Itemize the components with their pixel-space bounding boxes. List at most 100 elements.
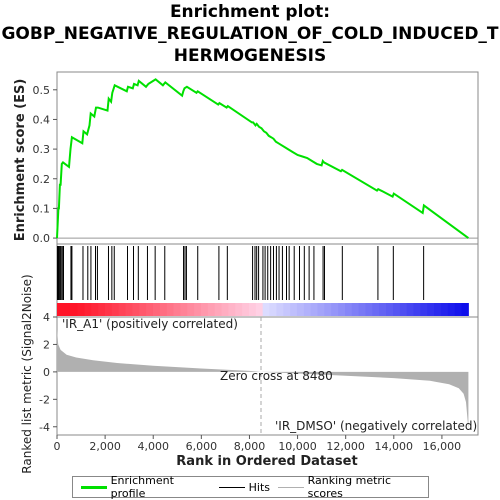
metric-axis: -4 -2 0 2 4 (39, 311, 57, 434)
color-bar-segment (447, 303, 456, 316)
metric-tick-label: 2 (43, 338, 50, 351)
color-bar-segment (221, 303, 229, 316)
legend-hits-swatch (218, 486, 245, 488)
color-bar-segment (207, 303, 216, 316)
color-bar-segment (379, 303, 387, 316)
hits-strip (56, 246, 425, 300)
x-tick-label: 8,000 (234, 440, 266, 453)
color-bar-segment (296, 303, 305, 316)
color-bar-segment (365, 303, 373, 316)
color-bar-segment (132, 303, 140, 316)
metric-tick-label: -2 (39, 393, 50, 406)
es-tick-label: 0.2 (33, 173, 51, 186)
color-bar-segment (235, 303, 243, 316)
color-bar-segment (63, 303, 72, 316)
es-tick-label: 0.4 (33, 113, 51, 126)
color-bar-segment (338, 303, 346, 316)
color-bar-segment (111, 303, 120, 316)
color-bar-segment (125, 303, 133, 316)
es-tick-label: 0.0 (33, 232, 51, 245)
x-tick-label: 12,000 (326, 440, 365, 453)
zero-cross-label: Zero cross at 8480 (220, 369, 333, 383)
color-bar-segment (317, 303, 325, 316)
color-bar-segment (262, 303, 271, 316)
color-bar-segment (146, 303, 154, 316)
color-bar-segment (70, 303, 79, 316)
color-bar-segment (91, 303, 99, 316)
es-panel-frame (56, 71, 479, 245)
color-bar-segment (434, 303, 442, 316)
legend-hits: Hits (218, 480, 270, 494)
color-bar-segment (420, 303, 428, 316)
x-axis: 0 2,000 4,000 6,000 8,000 10,000 12,000 14,000 1… (54, 435, 462, 453)
color-bar-segment (57, 303, 65, 316)
color-bar-segment (290, 303, 298, 316)
x-tick-label: 4,000 (137, 440, 169, 453)
legend-enrichment: Enrichment profile (81, 474, 211, 500)
legend: Enrichment profile Hits Ranking metric s… (72, 474, 429, 500)
x-tick-label: 16,000 (423, 440, 462, 453)
color-bar-segment (180, 303, 188, 316)
metric-tick-label: 0 (43, 366, 50, 379)
es-y-axis-label: Enrichment score (ES) (13, 79, 28, 242)
legend-metric-swatch (278, 486, 304, 488)
x-axis-label: Rank in Ordered Dataset (176, 454, 357, 469)
color-bar-segment (152, 303, 161, 316)
color-bar-segment (386, 303, 394, 316)
rank-color-bar (57, 303, 469, 316)
legend-enrichment-swatch (81, 485, 107, 489)
x-tick-label: 10,000 (278, 440, 317, 453)
chart-title-line-1: Enrichment plot: (169, 2, 331, 22)
metric-y-axis-label: Ranked list metric (Signal2Noise) (20, 274, 34, 473)
color-bar-segment (84, 303, 92, 316)
color-bar-segment (194, 303, 202, 316)
legend-metric-label: Ranking metric scores (307, 474, 392, 500)
color-bar-segment (77, 303, 85, 316)
legend-enrichment-label: Enrichment profile (110, 474, 174, 500)
es-tick-label: 0.1 (33, 202, 51, 215)
color-bar-segment (324, 303, 332, 316)
x-tick-label: 14,000 (375, 440, 414, 453)
color-bar-segment (454, 303, 463, 316)
color-bar-segment (166, 303, 175, 316)
color-bar-segment (406, 303, 415, 316)
color-bar-segment (118, 303, 127, 316)
color-bar-segment (173, 303, 181, 316)
x-tick-label: 2,000 (89, 440, 121, 453)
color-bar-segment (351, 303, 360, 316)
x-tick-label: 0 (54, 440, 61, 453)
color-bar-segment (200, 303, 209, 316)
color-bar-segment (242, 303, 250, 316)
color-bar-segment (310, 303, 319, 316)
color-bar-segment (331, 303, 339, 316)
color-bar-segment (283, 303, 291, 316)
color-bar-segment (214, 303, 223, 316)
color-bar-segment (427, 303, 435, 316)
color-bar-segment (228, 303, 236, 316)
chart-title-line-2: GOBP_NEGATIVE_REGULATION_OF_COLD_INDUCED… (1, 24, 499, 44)
positive-correlation-label: 'IR_A1' (positively correlated) (62, 317, 238, 331)
enrichment-profile-line (56, 78, 469, 239)
color-bar-segment (461, 303, 469, 316)
color-bar-segment (248, 303, 257, 316)
legend-hits-label: Hits (248, 480, 270, 494)
color-bar-segment (358, 303, 367, 316)
es-tick-label: 0.3 (33, 143, 51, 156)
color-bar-segment (413, 303, 421, 316)
color-bar-segment (392, 303, 401, 316)
metric-tick-label: -4 (39, 421, 50, 434)
es-tick-label: 0.5 (33, 84, 51, 97)
metric-tick-label: 4 (43, 311, 50, 324)
color-bar-segment (159, 303, 168, 316)
chart-title-line-3: HERMOGENESIS (173, 46, 327, 66)
color-bar-segment (303, 303, 312, 316)
color-bar-segment (98, 303, 106, 316)
negative-correlation-label: 'IR_DMSO' (negatively correlated) (275, 419, 477, 433)
color-bar-segment (276, 303, 284, 316)
color-bar-segment (399, 303, 408, 316)
color-bar-segment (255, 303, 264, 316)
x-tick-label: 6,000 (186, 440, 218, 453)
legend-metric: Ranking metric scores (278, 474, 428, 500)
color-bar-segment (372, 303, 380, 316)
